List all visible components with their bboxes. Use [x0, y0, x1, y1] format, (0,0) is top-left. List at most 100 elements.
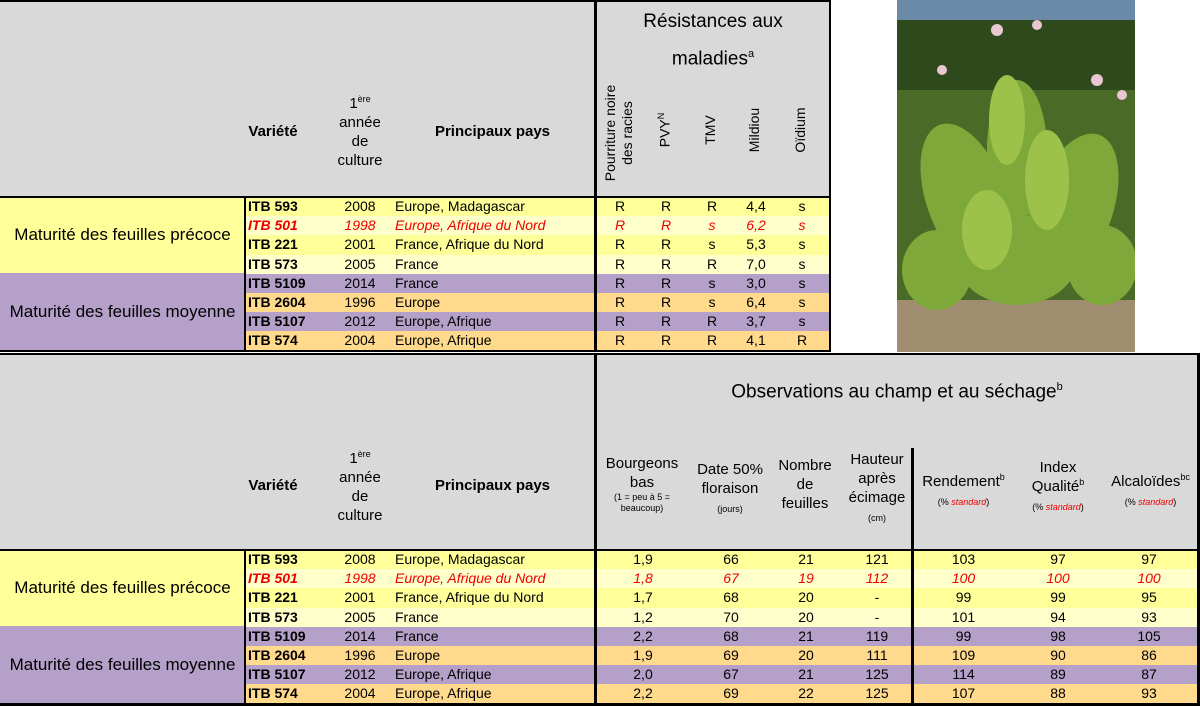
resist-oidium-cell: s	[798, 255, 806, 272]
index-cell: 99	[1050, 589, 1066, 606]
bourgeons-cell: 2,2	[633, 627, 653, 644]
h-hauteur-l2: après	[858, 470, 896, 487]
resist-pvy-cell: R	[660, 217, 672, 234]
annee-l3: culture	[337, 152, 383, 169]
date-cell: 69	[723, 647, 739, 663]
alcaloides-cell: 86	[1141, 647, 1157, 663]
table-row	[246, 197, 829, 217]
year-cell: 1996	[344, 647, 376, 663]
date-cell: 68	[723, 589, 739, 606]
h-index-sup: b	[1079, 477, 1085, 487]
h-date-l2: floraison	[701, 480, 759, 497]
hauteur-cell: -	[874, 589, 880, 606]
close1: )	[986, 497, 990, 507]
std1: standard	[951, 497, 987, 507]
table-row	[246, 235, 829, 256]
table-row	[246, 684, 1197, 705]
resist-oidium-cell: s	[798, 236, 806, 253]
resist-pvy-cell: R	[660, 198, 672, 214]
resist-mildiou-cell: 3,0	[746, 274, 766, 291]
year-cell: 2014	[344, 274, 376, 291]
countries-cell: France, Afrique du Nord	[395, 236, 544, 253]
resist-mildiou-cell: 4,1	[746, 332, 766, 349]
alcaloides-cell: 100	[1137, 570, 1161, 587]
rendement-cell: 103	[951, 551, 976, 567]
bourgeons-cell: 1,2	[633, 608, 653, 625]
countries-cell: Europe, Afrique du Nord	[395, 217, 546, 234]
resist-pvy-cell: R	[660, 255, 672, 272]
alcaloides-cell: 97	[1141, 551, 1157, 567]
nombre-cell: 21	[798, 627, 814, 644]
bourgeons-cell: 1,9	[633, 551, 653, 567]
std2: standard	[1045, 502, 1081, 512]
resist-tmv-cell: R	[706, 255, 718, 272]
col-pvy: PVYN	[656, 90, 676, 170]
table1-variete-header: Variété	[248, 123, 298, 140]
table1-pays-header: Principaux pays	[434, 123, 551, 140]
pct1: (%	[937, 497, 952, 507]
resist-pvy-cell: R	[660, 332, 672, 349]
h-bourgeons-n1: (1 = peu à 5 =	[613, 492, 671, 502]
annee-l3-2: culture	[337, 507, 383, 524]
resist-pvy-cell: R	[660, 236, 672, 253]
year-cell: 2005	[344, 608, 376, 625]
index-cell: 94	[1050, 608, 1066, 625]
table-row	[246, 569, 1197, 590]
rendement-cell: 99	[955, 589, 972, 606]
h-nombre: Nombre de feuilles	[772, 456, 838, 513]
nombre-cell: 21	[798, 551, 814, 567]
annee-l1-2: année	[339, 469, 381, 486]
bourgeons-cell: 2,0	[633, 666, 653, 683]
resist-oidium-cell: R	[796, 332, 808, 349]
table1-title: Résistances aux maladiesa	[597, 6, 829, 75]
rendement-cell: 109	[951, 647, 976, 663]
index-cell: 88	[1050, 685, 1066, 702]
resist-mildiou-cell: 5,3	[746, 236, 766, 253]
year-cell: 1998	[344, 217, 376, 234]
index-cell: 100	[1046, 570, 1070, 587]
table2-title-text: Observations au champ et au séchage	[731, 381, 1057, 403]
hauteur-cell: 121	[865, 551, 889, 567]
h-hauteur: Hauteur après écimage (cm)	[840, 450, 914, 526]
resist-pourriture-cell: R	[614, 198, 626, 214]
resist-oidium-cell: s	[798, 217, 806, 234]
year-cell: 2012	[344, 666, 376, 683]
hauteur-cell: 112	[865, 570, 889, 587]
year-cell: 1998	[344, 570, 376, 587]
resist-mildiou-cell: 6,4	[746, 294, 766, 310]
year-cell: 2008	[344, 551, 376, 567]
countries-cell: Europe	[395, 647, 441, 663]
resist-pourriture-cell: R	[614, 217, 626, 234]
annee-l1: année	[339, 114, 381, 131]
index-cell: 89	[1050, 666, 1066, 683]
h-hauteur-l1: Hauteur	[850, 451, 904, 468]
resist-pourriture-cell: R	[614, 294, 626, 310]
table1-title-l1: Résistances aux	[643, 11, 783, 32]
countries-cell: Europe, Madagascar	[395, 551, 525, 567]
year-cell: 2008	[344, 198, 376, 214]
h-rendement: Rendementb (% standard)	[916, 472, 1011, 510]
table-row	[246, 607, 1197, 628]
resist-oidium-cell: s	[798, 198, 806, 214]
table2-variete-header: Variété	[248, 477, 298, 494]
hauteur-cell: -	[874, 608, 880, 625]
variety-cell: ITB 5107	[248, 666, 306, 683]
variety-cell: ITB 221	[248, 236, 298, 253]
countries-cell: France	[395, 608, 439, 625]
table-row	[246, 665, 1197, 686]
variety-cell: ITB 573	[248, 608, 298, 625]
resist-pourriture-cell: R	[614, 255, 626, 272]
date-cell: 67	[723, 570, 739, 587]
variety-cell: ITB 221	[248, 589, 298, 606]
variety-cell: ITB 501	[248, 570, 298, 587]
table1-annee-header: 1ère année de culture	[325, 94, 395, 170]
resist-pvy-cell: R	[660, 294, 672, 310]
h-index: Index Qualitéb (% standard)	[1013, 458, 1103, 515]
index-cell: 97	[1050, 551, 1066, 567]
close3: )	[1173, 497, 1177, 507]
variety-cell: ITB 573	[248, 255, 298, 272]
h-rendement-sup: b	[999, 472, 1005, 482]
variety-cell: ITB 2604	[248, 294, 306, 310]
rendement-cell: 100	[951, 570, 976, 587]
year-cell: 2012	[344, 313, 376, 330]
